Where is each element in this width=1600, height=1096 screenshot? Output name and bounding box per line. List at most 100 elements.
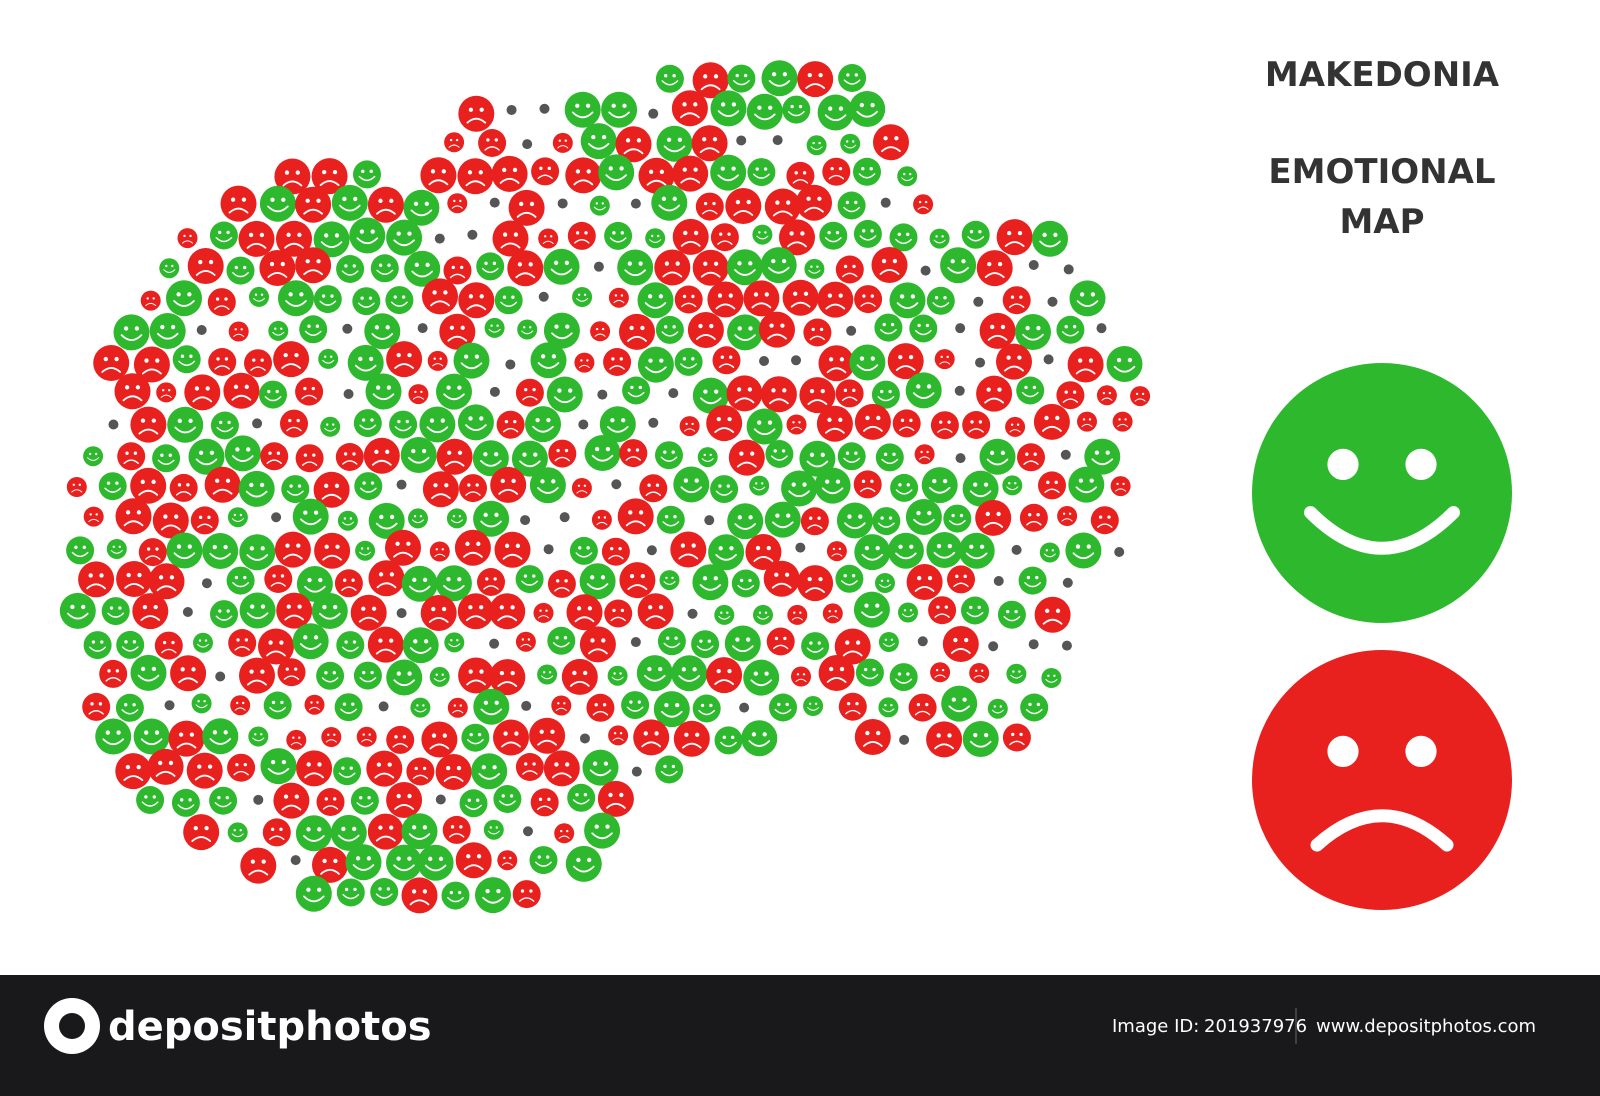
sad-face xyxy=(1033,595,1072,634)
happy-face xyxy=(348,216,387,255)
sad-face xyxy=(567,221,597,251)
dot xyxy=(215,671,226,682)
happy-face xyxy=(583,434,622,472)
sad-face xyxy=(934,348,956,370)
happy-face xyxy=(370,253,400,283)
sad-face xyxy=(975,374,1013,413)
sad-face xyxy=(1033,402,1071,441)
sad-face xyxy=(1096,384,1118,406)
sad-face xyxy=(930,410,960,440)
sad-face xyxy=(294,443,325,473)
happy-face xyxy=(298,314,328,344)
happy-face xyxy=(536,664,558,685)
sad-face xyxy=(294,376,324,407)
dot xyxy=(1043,354,1054,365)
sad-face xyxy=(77,560,115,599)
happy-face xyxy=(887,531,925,570)
sad-face xyxy=(507,188,546,227)
happy-face xyxy=(961,720,1000,758)
happy-face xyxy=(1068,279,1107,318)
dot xyxy=(597,389,608,400)
sad-face xyxy=(968,662,990,684)
sad-face xyxy=(456,592,495,631)
sad-face xyxy=(295,749,334,788)
sad-face xyxy=(695,191,725,222)
happy-face xyxy=(317,348,339,370)
happy-face xyxy=(905,498,943,536)
happy-face xyxy=(165,279,203,318)
happy-face xyxy=(94,717,133,756)
happy-face xyxy=(545,375,584,414)
sad-face xyxy=(601,537,631,567)
sad-face xyxy=(335,442,365,472)
sad-face xyxy=(705,656,743,694)
sad-face xyxy=(407,383,429,405)
happy-face xyxy=(291,622,330,661)
sad-face xyxy=(1066,345,1105,384)
happy-face xyxy=(400,812,439,851)
sad-face xyxy=(114,752,153,790)
happy-face xyxy=(818,220,848,251)
happy-face xyxy=(751,224,773,246)
happy-face xyxy=(529,341,568,380)
sad-face xyxy=(838,692,868,722)
happy-face xyxy=(571,286,593,308)
sad-face xyxy=(489,465,528,504)
happy-face xyxy=(112,313,151,352)
sad-face xyxy=(669,530,708,569)
sad-face xyxy=(941,625,980,663)
sad-face xyxy=(453,528,492,567)
sad-face xyxy=(421,470,460,509)
happy-face xyxy=(82,445,104,467)
happy-face xyxy=(333,692,364,722)
happy-face xyxy=(106,538,128,560)
sad-face xyxy=(385,725,415,755)
happy-face xyxy=(589,195,611,217)
sad-face xyxy=(1090,505,1120,535)
happy-face xyxy=(353,408,383,438)
happy-face xyxy=(192,632,214,654)
sad-face xyxy=(420,720,459,759)
happy-face xyxy=(1001,474,1023,496)
sad-face xyxy=(711,345,742,375)
sad-face xyxy=(155,381,177,403)
happy-face xyxy=(458,788,489,818)
dot xyxy=(579,733,590,744)
happy-face xyxy=(897,602,919,623)
sad-face xyxy=(131,592,170,630)
sad-face xyxy=(1004,416,1026,438)
sad-face xyxy=(400,876,439,915)
sad-face xyxy=(817,654,856,692)
sad-face xyxy=(492,718,530,757)
sad-face xyxy=(822,602,844,624)
sad-face xyxy=(742,279,781,318)
happy-face xyxy=(874,572,896,594)
happy-face xyxy=(904,371,943,410)
happy-face xyxy=(388,409,418,440)
happy-face xyxy=(129,654,168,692)
sad-face xyxy=(691,248,730,287)
happy-face xyxy=(569,536,599,566)
happy-face xyxy=(148,312,187,350)
happy-face xyxy=(853,219,883,249)
dot xyxy=(593,261,604,272)
happy-face xyxy=(635,654,674,692)
happy-face xyxy=(655,315,685,345)
happy-face xyxy=(407,507,429,529)
happy-face xyxy=(336,877,366,908)
sad-face xyxy=(168,473,199,503)
sad-face xyxy=(929,661,951,683)
happy-face xyxy=(310,592,349,630)
sad-face xyxy=(495,410,526,440)
happy-face xyxy=(294,814,333,853)
dot xyxy=(988,641,999,652)
happy-face xyxy=(726,313,764,352)
happy-face xyxy=(726,502,765,541)
sad-face xyxy=(766,626,796,657)
sad-face xyxy=(365,749,404,788)
dot xyxy=(182,607,193,618)
sad-face xyxy=(488,592,527,631)
happy-face xyxy=(443,631,465,653)
happy-face xyxy=(837,441,867,471)
sad-face xyxy=(781,278,820,317)
